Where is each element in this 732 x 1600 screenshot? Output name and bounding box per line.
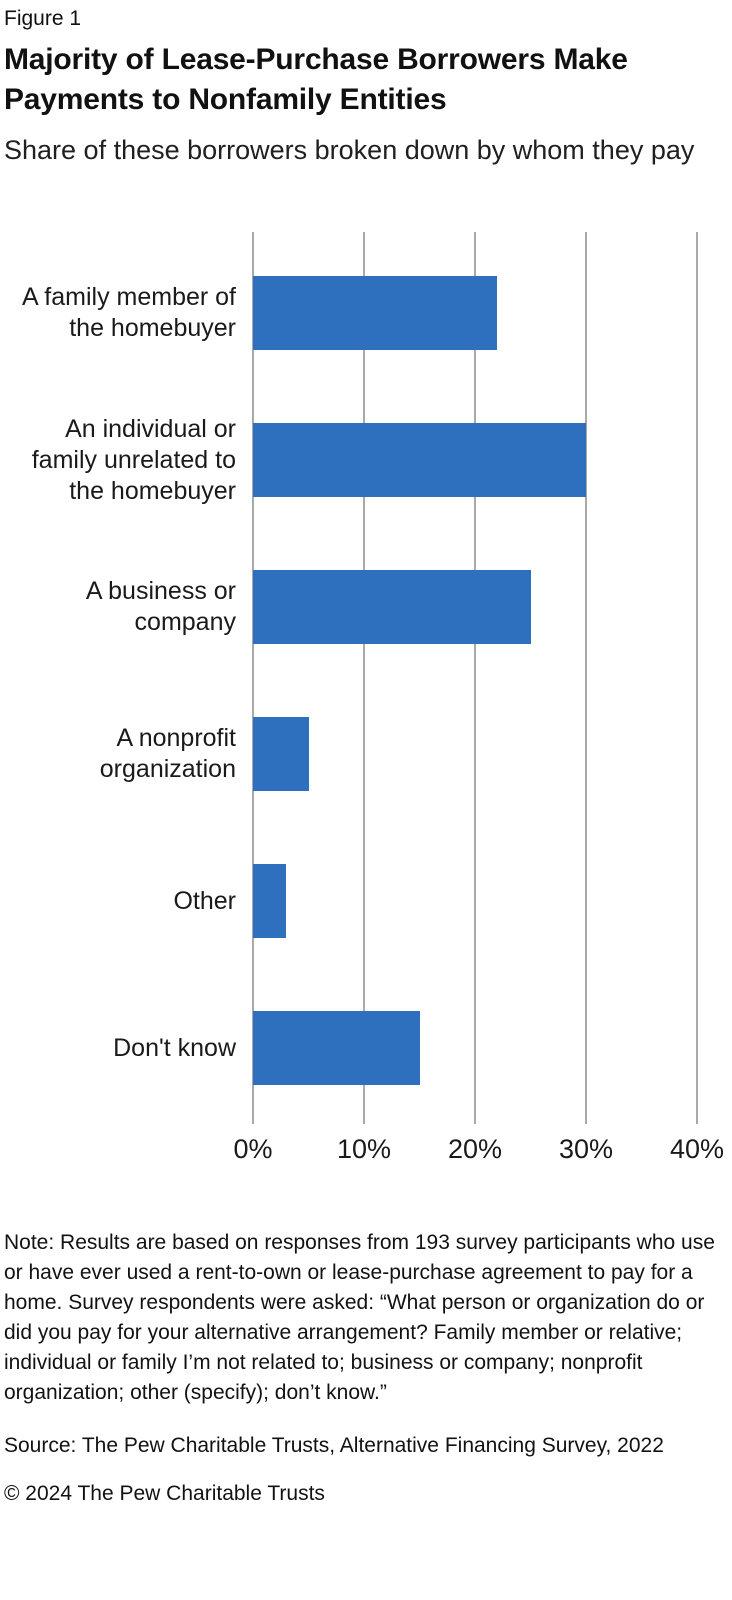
bar-row: An individual or family unrelated to the… [4, 415, 730, 505]
category-label: A business or company [85, 577, 236, 636]
figure-page: Figure 1 Majority of Lease-Purchase Borr… [4, 7, 730, 1505]
category-label: Don't know [113, 1033, 236, 1062]
gridline [696, 232, 698, 1124]
bar-row: Other [4, 864, 730, 938]
x-tick-label: 30% [558, 1134, 614, 1164]
chart-title: Majority of Lease-Purchase Borrowers Mak… [4, 43, 628, 116]
bar-track [253, 423, 697, 497]
bar [253, 717, 309, 791]
bar [253, 864, 287, 938]
gridline [252, 232, 254, 1124]
x-tick-label: 40% [669, 1134, 725, 1164]
copyright-text: © 2024 The Pew Charitable Trusts [4, 1482, 325, 1505]
note-text: Note: Results are based on responses fro… [4, 1231, 715, 1404]
bar-track [253, 717, 697, 791]
category-label: Other [173, 886, 236, 915]
x-tick-label: 0% [233, 1134, 273, 1164]
figure-label: Figure 1 [4, 7, 82, 30]
bar [253, 423, 586, 497]
bar-row: Don't know [4, 1011, 730, 1085]
bar [253, 1011, 420, 1085]
gridline [363, 232, 365, 1124]
chart-subtitle: Share of these borrowers broken down by … [4, 135, 695, 165]
bar-chart: A family member of the homebuyer An indi… [4, 232, 730, 1124]
gridline [585, 232, 587, 1124]
category-label: A family member of the homebuyer [22, 283, 236, 342]
bar-track [253, 864, 697, 938]
gridline [474, 232, 476, 1124]
source-text: Source: The Pew Charitable Trusts, Alter… [4, 1434, 664, 1457]
category-label: A nonprofit organization [99, 724, 236, 783]
bar-track [253, 1011, 697, 1085]
x-axis: 0% 10% 20% 30% 40% [4, 1124, 730, 1172]
bar-row: A business or company [4, 570, 730, 644]
category-label: An individual or family unrelated to the… [31, 414, 236, 505]
bar-row: A family member of the homebuyer [4, 276, 730, 350]
bar-row: A nonprofit organization [4, 717, 730, 791]
bar-track [253, 276, 697, 350]
bar-track [253, 570, 697, 644]
bar [253, 276, 498, 350]
bar [253, 570, 531, 644]
x-tick-label: 10% [336, 1134, 392, 1164]
x-tick-label: 20% [447, 1134, 503, 1164]
